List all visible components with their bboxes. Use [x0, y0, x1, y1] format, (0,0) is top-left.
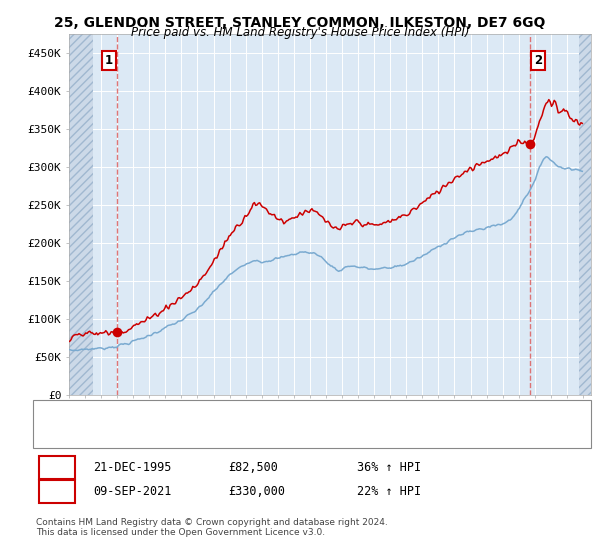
- Text: HPI: Average price, detached house, Erewash: HPI: Average price, detached house, Erew…: [81, 428, 318, 438]
- Text: 2: 2: [534, 54, 542, 67]
- Text: 22% ↑ HPI: 22% ↑ HPI: [357, 485, 421, 498]
- Text: 36% ↑ HPI: 36% ↑ HPI: [357, 461, 421, 474]
- Text: 09-SEP-2021: 09-SEP-2021: [93, 485, 172, 498]
- Text: £82,500: £82,500: [228, 461, 278, 474]
- Text: 25, GLENDON STREET, STANLEY COMMON, ILKESTON, DE7 6GQ (detached house): 25, GLENDON STREET, STANLEY COMMON, ILKE…: [81, 409, 506, 419]
- Bar: [579, 34, 591, 395]
- Text: 1: 1: [53, 461, 61, 474]
- Text: 21-DEC-1995: 21-DEC-1995: [93, 461, 172, 474]
- Text: 2: 2: [53, 485, 61, 498]
- Text: 1: 1: [104, 54, 113, 67]
- Bar: [69, 34, 93, 395]
- Text: Price paid vs. HM Land Registry's House Price Index (HPI): Price paid vs. HM Land Registry's House …: [131, 26, 469, 39]
- Text: 25, GLENDON STREET, STANLEY COMMON, ILKESTON, DE7 6GQ: 25, GLENDON STREET, STANLEY COMMON, ILKE…: [55, 16, 545, 30]
- Text: Contains HM Land Registry data © Crown copyright and database right 2024.
This d: Contains HM Land Registry data © Crown c…: [36, 518, 388, 538]
- Text: £330,000: £330,000: [228, 485, 285, 498]
